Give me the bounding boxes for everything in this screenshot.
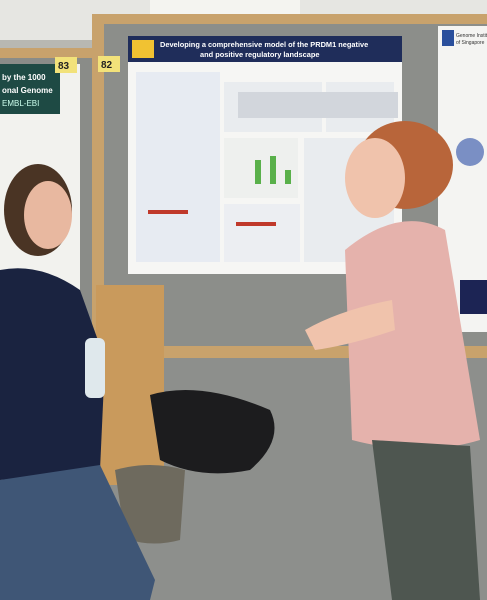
arm: [305, 300, 395, 350]
logo: [132, 40, 154, 58]
poster-figure: [460, 280, 487, 314]
number-tag: [98, 56, 120, 72]
left-poster-header: [0, 64, 60, 114]
number-tag: [55, 57, 77, 73]
wooden-stand: [96, 285, 164, 485]
pie-graphic: [456, 138, 484, 166]
number-tag-text: 82: [101, 60, 113, 71]
pants: [372, 440, 480, 600]
water-bottle: [85, 338, 105, 398]
left-poster-text: EMBL-EBI: [2, 99, 39, 108]
right-poster-text: of Singapore: [456, 40, 485, 46]
logo: [442, 30, 454, 46]
left-poster-text: by the 1000: [2, 73, 46, 82]
backpack: [150, 390, 275, 474]
number-tag-text: 83: [58, 61, 70, 72]
face: [345, 138, 405, 218]
striped-top: [345, 221, 480, 449]
face: [24, 181, 72, 249]
right-poster-text: Genome Institute: [456, 33, 487, 39]
jeans: [0, 465, 155, 600]
poster-title: Developing a comprehensive model of the …: [160, 40, 368, 49]
poster-title: and positive regulatory landscape: [200, 50, 320, 59]
bag: [115, 465, 185, 544]
shirt: [0, 268, 105, 480]
left-poster-text: onal Genome: [2, 86, 53, 95]
poster-title-bar: [128, 36, 402, 62]
